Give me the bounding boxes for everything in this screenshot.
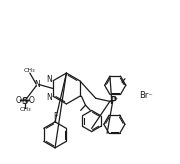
- Text: O: O: [28, 96, 34, 105]
- Text: Br⁻: Br⁻: [139, 91, 153, 100]
- Text: F: F: [53, 113, 57, 122]
- Text: N: N: [34, 80, 40, 89]
- Text: P: P: [109, 96, 116, 106]
- Text: N: N: [47, 75, 52, 84]
- Text: O: O: [16, 96, 22, 105]
- Text: S: S: [22, 97, 28, 106]
- Text: CH₃: CH₃: [19, 107, 31, 113]
- Text: +: +: [112, 96, 118, 101]
- Text: N: N: [47, 92, 52, 102]
- Text: CH₃: CH₃: [24, 68, 36, 73]
